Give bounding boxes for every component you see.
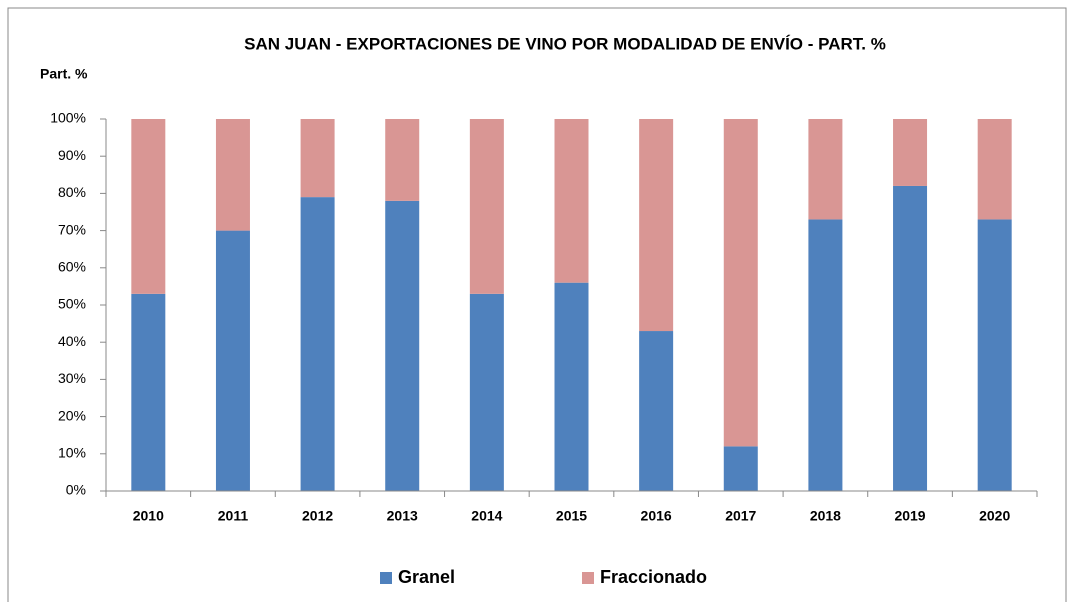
x-tick-label: 2012 — [302, 508, 333, 524]
y-tick-label: 60% — [58, 259, 86, 275]
y-tick-label: 40% — [58, 333, 86, 349]
x-tick-label: 2013 — [387, 508, 418, 524]
y-axis-label: Part. % — [40, 66, 88, 82]
bar-segment — [808, 119, 843, 220]
bar-segment — [639, 331, 674, 491]
bar-segment — [893, 185, 928, 491]
chart-title: SAN JUAN - EXPORTACIONES DE VINO POR MOD… — [244, 34, 886, 53]
legend-label: Fraccionado — [600, 567, 707, 587]
y-tick-label: 100% — [50, 110, 86, 126]
bar-segment — [977, 219, 1012, 491]
bar-segment — [723, 446, 758, 491]
bar-segment — [385, 119, 420, 201]
bar-segment — [131, 119, 166, 294]
bar-segment — [554, 119, 589, 283]
legend-swatch — [582, 572, 594, 584]
bar-segment — [554, 282, 589, 491]
bar-segment — [893, 119, 928, 186]
legend-label: Granel — [398, 567, 455, 587]
y-tick-label: 30% — [58, 370, 86, 386]
x-tick-label: 2017 — [725, 508, 756, 524]
bar-segment — [215, 230, 250, 491]
x-tick-label: 2016 — [641, 508, 672, 524]
bar-segment — [469, 293, 504, 491]
bar-segment — [300, 119, 335, 198]
chart-border — [7, 7, 1067, 602]
y-tick-label: 70% — [58, 221, 86, 237]
x-tick-label: 2015 — [556, 508, 587, 524]
bar-segment — [300, 197, 335, 491]
x-tick-label: 2014 — [471, 508, 502, 524]
bar-segment — [639, 119, 674, 332]
x-tick-label: 2011 — [218, 508, 249, 524]
bar-segment — [723, 119, 758, 447]
bar-segment — [385, 200, 420, 491]
bar-segment — [469, 119, 504, 294]
y-tick-label: 0% — [66, 482, 86, 498]
x-tick-label: 2020 — [979, 508, 1010, 524]
bar-segment — [977, 119, 1012, 220]
x-tick-label: 2010 — [133, 508, 164, 524]
bar-segment — [131, 293, 166, 491]
y-tick-label: 50% — [58, 296, 86, 312]
y-tick-label: 90% — [58, 147, 86, 163]
bar-segment — [215, 119, 250, 231]
bar-segment — [808, 219, 843, 491]
y-tick-label: 20% — [58, 407, 86, 423]
x-tick-label: 2018 — [810, 508, 841, 524]
y-tick-label: 80% — [58, 184, 86, 200]
y-tick-label: 10% — [58, 445, 86, 461]
x-tick-label: 2019 — [894, 508, 925, 524]
legend-swatch — [380, 572, 392, 584]
